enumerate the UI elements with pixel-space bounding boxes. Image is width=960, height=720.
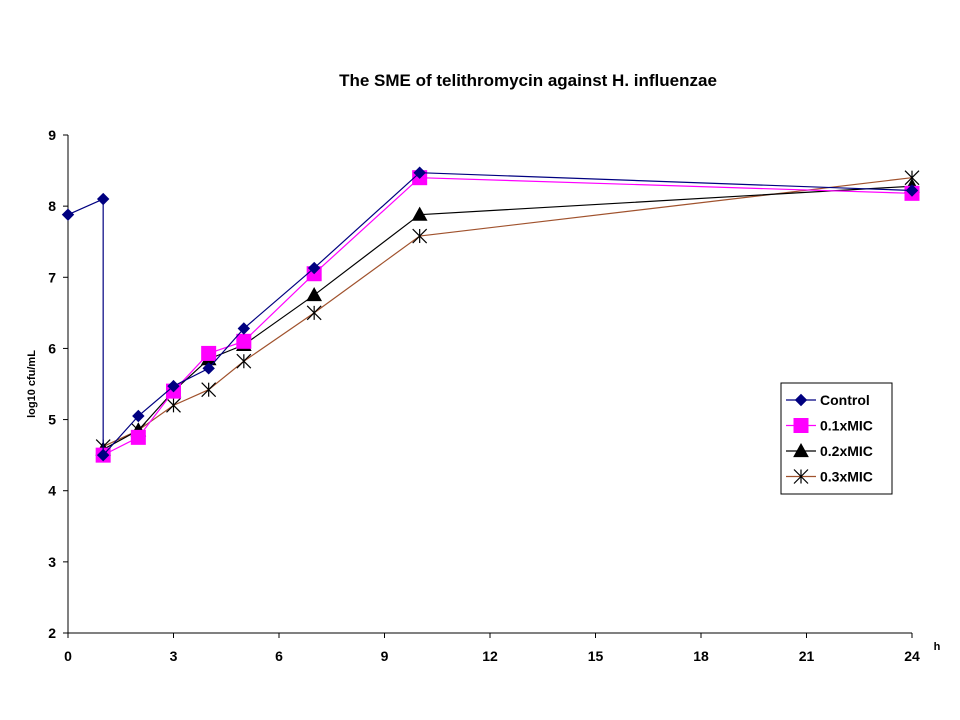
x-tick-label: 21	[799, 648, 815, 664]
data-point	[166, 397, 181, 413]
series-line	[102, 177, 913, 456]
legend: Control 0.1xMIC 0.2xMIC 0.3xMIC	[780, 382, 893, 495]
data-point	[61, 208, 75, 221]
x-axis-label: h	[934, 641, 941, 653]
legend-marker	[793, 469, 809, 484]
legend-label: 0.3xMIC	[820, 469, 873, 485]
data-point	[96, 192, 110, 206]
legend-label: 0.1xMIC	[820, 418, 873, 434]
data-point	[201, 345, 217, 361]
y-axis-label: log10 cfu/mL	[26, 350, 38, 418]
chart-title: The SME of telithromycin against H. infl…	[339, 71, 717, 90]
y-tick-label: 6	[48, 340, 56, 356]
x-tick-label: 3	[170, 648, 178, 664]
legend-marker	[793, 442, 809, 458]
legend-marker	[794, 393, 808, 407]
data-point	[202, 362, 215, 375]
series-line	[102, 177, 913, 448]
legend-marker	[793, 418, 809, 433]
data-point	[905, 184, 919, 197]
data-point	[307, 261, 321, 275]
data-point	[236, 333, 252, 349]
series-layer	[61, 166, 920, 463]
x-tick-label: 15	[588, 648, 604, 664]
data-point	[413, 166, 426, 179]
x-tick-label: 12	[482, 648, 498, 664]
data-point	[306, 287, 323, 302]
legend-item: 0.3xMIC	[786, 469, 873, 485]
x-tick-label: 6	[275, 648, 283, 664]
legend-item: 0.1xMIC	[786, 418, 873, 434]
axes: 2 3 4 5 6 7 8 9 0 3 6 9 12 15 18 21 24	[48, 127, 920, 664]
y-tick-label: 4	[48, 483, 56, 499]
y-tick-label: 2	[48, 625, 56, 641]
y-tick-label: 5	[48, 412, 56, 428]
data-point	[201, 382, 217, 398]
series-line	[102, 185, 913, 450]
data-point	[236, 353, 252, 369]
x-tick-label: 24	[904, 648, 920, 664]
legend-item: 0.2xMIC	[786, 442, 873, 459]
data-point	[306, 305, 322, 321]
series-control	[61, 166, 919, 462]
data-point	[132, 409, 145, 423]
y-tick-label: 9	[48, 127, 56, 143]
x-tick-label: 9	[381, 648, 389, 664]
y-tick-label: 8	[48, 198, 56, 214]
y-tick-label: 3	[48, 554, 56, 570]
legend-label: 0.2xMIC	[820, 443, 873, 459]
legend-item: Control	[786, 392, 870, 408]
data-point	[412, 228, 428, 244]
series-line	[67, 172, 913, 457]
legend-label: Control	[820, 392, 870, 408]
data-point	[96, 448, 110, 462]
data-point	[411, 206, 428, 221]
x-tick-label: 18	[693, 648, 709, 664]
y-tick-label: 7	[48, 269, 56, 285]
data-point	[130, 429, 146, 445]
data-point	[167, 379, 180, 393]
x-tick-label: 0	[64, 648, 72, 664]
data-point	[237, 322, 251, 335]
